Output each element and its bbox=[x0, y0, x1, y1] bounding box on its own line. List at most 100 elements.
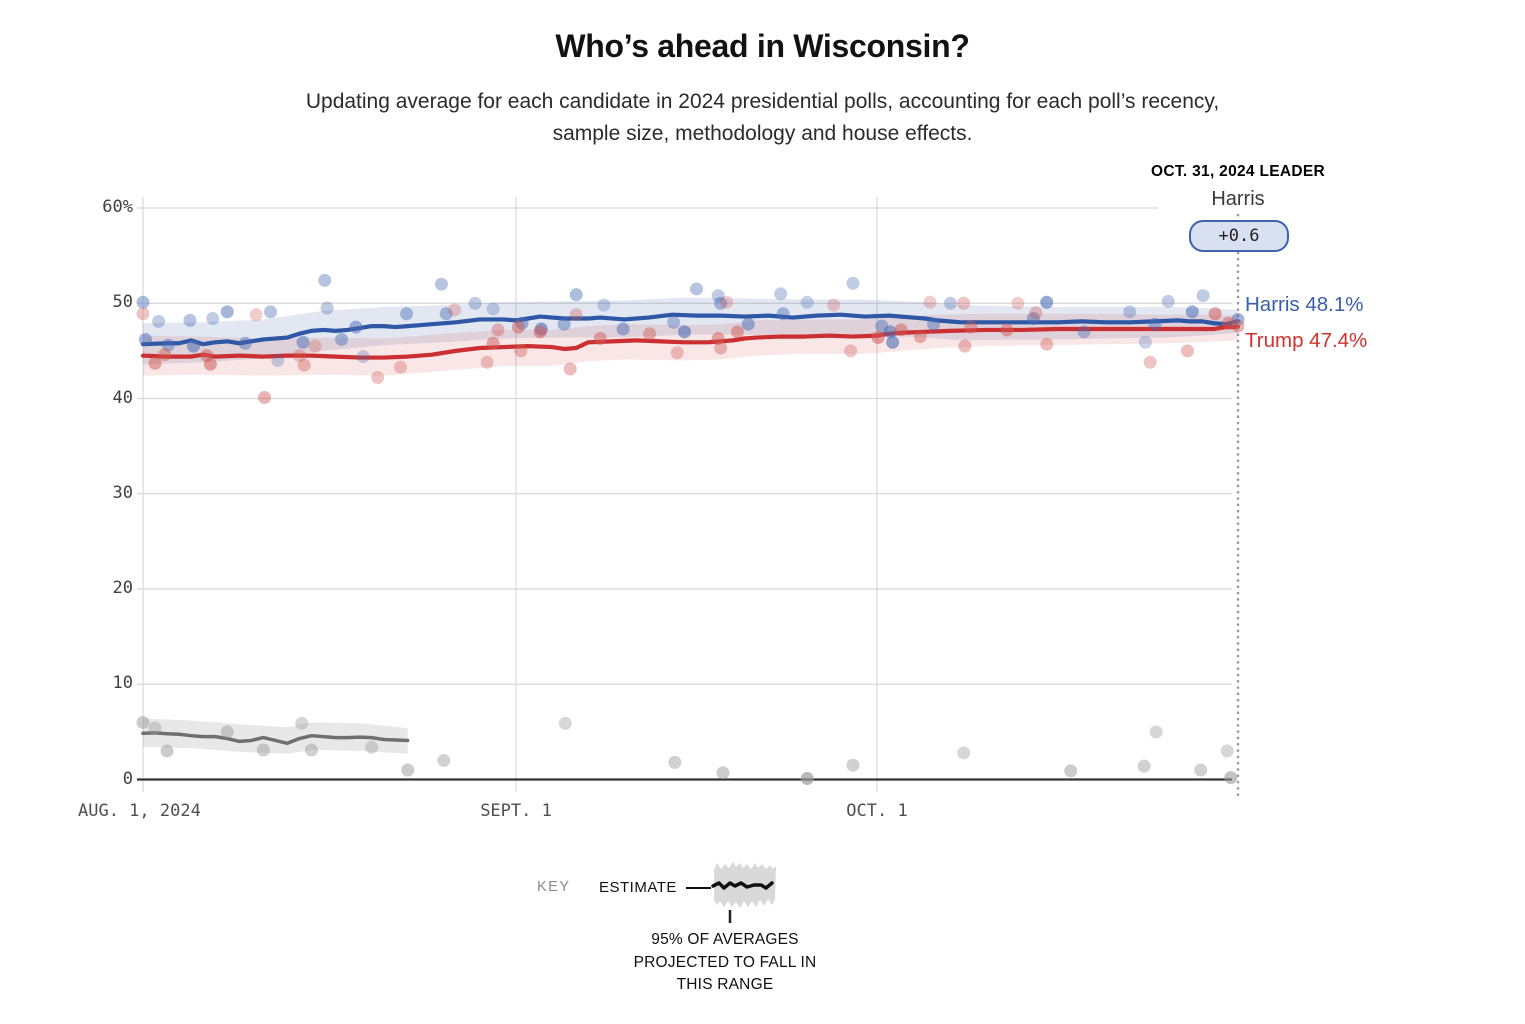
chart-subtitle: Updating average for each candidate in 2… bbox=[0, 86, 1525, 150]
poll-dot-harris bbox=[335, 332, 349, 346]
key-estimate-illustration bbox=[711, 862, 776, 923]
poll-dot-trump bbox=[1221, 316, 1235, 330]
poll-dot-trump bbox=[297, 358, 311, 372]
poll-dot-trump bbox=[569, 308, 583, 322]
poll-dot-other bbox=[220, 725, 234, 739]
poll-dot-trump bbox=[827, 298, 841, 312]
poll-dot-trump bbox=[1011, 296, 1025, 310]
poll-dot-other bbox=[256, 743, 270, 757]
x-axis-label: SEPT. 1 bbox=[480, 801, 552, 821]
poll-dot-harris bbox=[1196, 289, 1210, 303]
poll-dot-other bbox=[365, 740, 379, 754]
poll-dot-harris bbox=[741, 317, 755, 331]
y-axis-label: 40 bbox=[112, 387, 133, 408]
poll-dot-trump bbox=[136, 307, 150, 321]
key-note-line: PROJECTED TO FALL IN bbox=[633, 953, 817, 971]
poll-dot-trump bbox=[394, 360, 408, 374]
poll-dot-trump bbox=[249, 308, 263, 322]
poll-dot-trump bbox=[258, 391, 272, 405]
poll-dot-harris bbox=[1123, 305, 1137, 319]
uncertainty-band-other bbox=[143, 718, 408, 754]
trend-line-other bbox=[141, 731, 410, 746]
poll-dot-harris bbox=[486, 302, 500, 316]
poll-dot-harris bbox=[927, 317, 941, 331]
poll-dot-harris bbox=[320, 301, 334, 315]
poll-dot-other bbox=[1149, 725, 1163, 739]
poll-dot-trump bbox=[448, 303, 462, 317]
poll-dot-harris bbox=[271, 353, 285, 367]
poll-dot-harris bbox=[1040, 295, 1054, 309]
poll-dot-harris bbox=[152, 314, 166, 328]
poll-dot-trump bbox=[1180, 344, 1194, 358]
poll-dot-trump bbox=[714, 341, 728, 355]
poll-dot-trump bbox=[593, 331, 607, 345]
poll-dot-harris bbox=[296, 335, 310, 349]
poll-dot-other bbox=[1194, 763, 1208, 777]
poll-dot-trump bbox=[1208, 307, 1222, 321]
poll-dot-other bbox=[846, 758, 860, 772]
poll-dot-other bbox=[148, 721, 162, 735]
poll-dot-harris bbox=[774, 287, 788, 301]
poll-dot-trump bbox=[563, 362, 577, 376]
poll-dot-trump bbox=[491, 323, 505, 337]
key-range-note: 95% OF AVERAGES PROJECTED TO FALL IN THI… bbox=[605, 929, 845, 997]
poll-dot-harris bbox=[557, 317, 571, 331]
poll-dot-other bbox=[668, 755, 682, 769]
key-note-line: 95% OF AVERAGES bbox=[651, 931, 799, 948]
leader-name: Harris bbox=[1158, 188, 1318, 211]
poll-dot-harris bbox=[943, 296, 957, 310]
y-axis-label: 60% bbox=[102, 197, 133, 217]
poll-dot-harris bbox=[1148, 317, 1162, 331]
key-label: KEY bbox=[537, 879, 571, 895]
poll-dot-harris bbox=[434, 277, 448, 291]
poll-dot-other bbox=[160, 744, 174, 758]
poll-dot-harris bbox=[616, 322, 630, 336]
poll-dot-trump bbox=[643, 327, 657, 341]
poll-dot-trump bbox=[730, 325, 744, 339]
poll-dot-harris bbox=[161, 338, 175, 352]
subtitle-line-2: sample size, methodology and house effec… bbox=[552, 122, 973, 145]
poll-dot-trump bbox=[203, 357, 217, 371]
poll-dot-harris bbox=[138, 332, 152, 346]
poll-dot-other bbox=[136, 715, 150, 729]
poll-dot-harris bbox=[690, 282, 704, 296]
poll-dot-harris bbox=[238, 336, 252, 350]
page-title: Who’s ahead in Wisconsin? bbox=[555, 28, 970, 64]
poll-dot-other bbox=[401, 763, 415, 777]
poll-dot-trump bbox=[844, 344, 858, 358]
key-connector-line bbox=[686, 887, 711, 889]
poll-dot-trump bbox=[1143, 355, 1157, 369]
poll-dot-trump bbox=[957, 296, 971, 310]
poll-dot-trump bbox=[871, 331, 885, 345]
poll-dot-harris bbox=[1185, 305, 1199, 319]
poll-dot-harris bbox=[400, 307, 414, 321]
poll-dot-harris bbox=[264, 305, 278, 319]
poll-dot-trump bbox=[1029, 306, 1043, 320]
poll-dot-harris bbox=[886, 335, 900, 349]
poll-dot-harris bbox=[846, 276, 860, 290]
poll-dot-harris bbox=[136, 295, 150, 309]
poll-dot-trump bbox=[711, 331, 725, 345]
poll-dot-harris bbox=[206, 311, 220, 325]
poll-dot-trump bbox=[923, 295, 937, 309]
poll-dot-trump bbox=[1231, 319, 1245, 333]
poll-dot-trump bbox=[480, 355, 494, 369]
poll-dot-harris bbox=[187, 339, 201, 353]
poll-dot-other bbox=[800, 772, 814, 786]
x-axis-label: OCT. 1 bbox=[846, 801, 908, 821]
key-note-line: THIS RANGE bbox=[676, 976, 774, 993]
poll-dot-harris bbox=[800, 295, 814, 309]
leader-margin-badge: +0.6 bbox=[1189, 220, 1289, 252]
poll-dot-harris bbox=[597, 298, 611, 312]
poll-dot-other bbox=[437, 753, 451, 767]
y-axis-label: 30 bbox=[112, 482, 133, 503]
poll-dot-other bbox=[1220, 744, 1234, 758]
poll-dot-trump bbox=[486, 336, 500, 350]
poll-dot-harris bbox=[349, 320, 363, 334]
poll-dot-other bbox=[957, 746, 971, 760]
poll-dot-harris bbox=[883, 325, 897, 339]
key-estimate-line bbox=[711, 881, 774, 890]
poll-dot-harris bbox=[714, 296, 728, 310]
trend-line-harris bbox=[140, 312, 1241, 347]
